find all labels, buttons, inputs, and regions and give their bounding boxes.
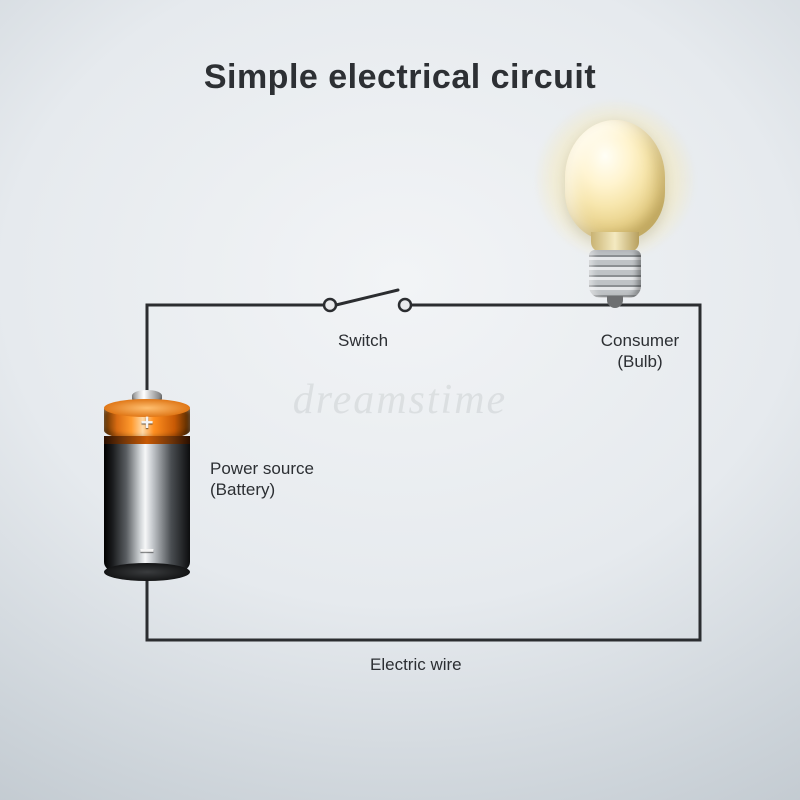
power-label-line1: Power source [210,459,314,478]
bulb-icon [555,120,675,320]
battery-minus-symbol: − [139,535,154,566]
switch-terminal-left [324,299,336,311]
wire-label: Electric wire [370,654,462,675]
switch-label: Switch [338,330,388,351]
consumer-label-line2: (Bulb) [617,352,662,371]
battery-icon: + − [104,400,190,580]
switch-lever [336,290,398,305]
power-source-label: Power source (Battery) [210,458,350,501]
consumer-label-line1: Consumer [601,331,679,350]
battery-plus-symbol: + [141,410,154,436]
diagram-stage: Simple electrical circuit dreamstime + −… [0,0,800,800]
power-label-line2: (Battery) [210,480,275,499]
consumer-label: Consumer (Bulb) [580,330,700,373]
switch-terminal-right [399,299,411,311]
